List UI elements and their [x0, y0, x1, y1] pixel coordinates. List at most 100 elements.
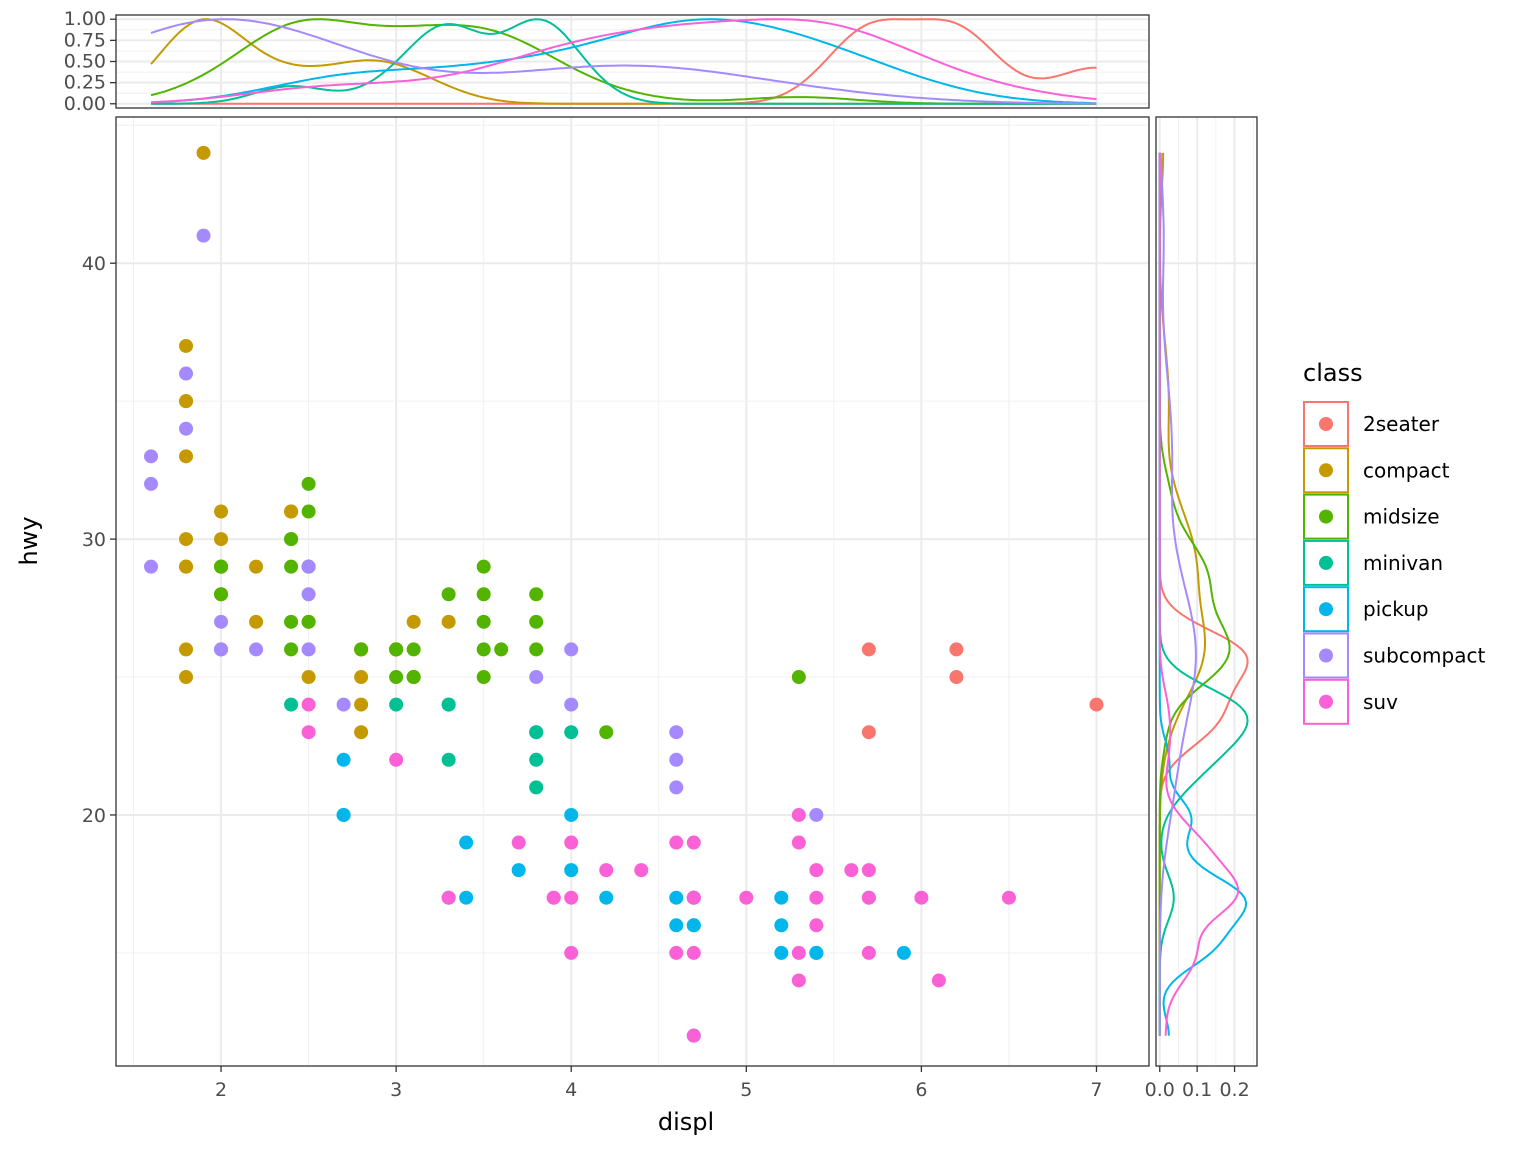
data-point-suv: [861, 945, 876, 960]
data-point-subcompact: [179, 421, 194, 436]
main-gridlines: [116, 117, 1149, 1066]
data-point-suv: [686, 890, 701, 905]
data-point-suv: [564, 835, 579, 850]
data-point-suv: [739, 890, 754, 905]
data-point-subcompact: [529, 670, 544, 685]
right-x-tick-label: 0.2: [1219, 1079, 1249, 1101]
data-point-midsize: [284, 614, 299, 629]
data-point-midsize: [284, 642, 299, 657]
legend-key-dot: [1319, 417, 1333, 431]
data-point-midsize: [301, 504, 316, 519]
data-point-compact: [179, 642, 194, 657]
data-point-subcompact: [809, 807, 824, 822]
y-tick-label: 20: [82, 805, 106, 827]
legend-title: class: [1303, 359, 1363, 387]
data-point-midsize: [529, 587, 544, 602]
data-point-2seater: [861, 642, 876, 657]
data-point-minivan: [529, 752, 544, 767]
legend-label: 2seater: [1363, 412, 1440, 436]
x-axis-title: displ: [658, 1108, 714, 1136]
data-point-midsize: [476, 670, 491, 685]
legend-label: pickup: [1363, 597, 1429, 621]
data-point-midsize: [476, 559, 491, 574]
top-density-suv: [150, 18, 1097, 104]
data-point-compact: [179, 394, 194, 409]
data-point-compact: [214, 532, 229, 547]
data-point-pickup: [599, 890, 614, 905]
data-point-midsize: [284, 532, 299, 547]
data-point-compact: [406, 614, 421, 629]
data-point-compact: [284, 504, 299, 519]
data-point-subcompact: [301, 559, 316, 574]
data-point-2seater: [949, 642, 964, 657]
data-point-suv: [686, 1028, 701, 1043]
data-point-compact: [214, 504, 229, 519]
data-point-pickup: [669, 890, 684, 905]
scatter-points: [144, 145, 1104, 1043]
data-point-minivan: [389, 697, 404, 712]
data-point-midsize: [529, 642, 544, 657]
right-density-midsize: [1158, 152, 1231, 1036]
data-point-midsize: [214, 559, 229, 574]
data-point-compact: [179, 532, 194, 547]
legend-key-dot: [1319, 555, 1333, 570]
series-subcompact: [144, 228, 824, 822]
data-point-subcompact: [144, 559, 159, 574]
data-point-minivan: [529, 725, 544, 740]
legend-key-dot: [1319, 648, 1333, 663]
data-point-suv: [861, 863, 876, 878]
top-y-tick-label: 1.00: [64, 8, 106, 30]
data-point-subcompact: [669, 752, 684, 767]
series-suv: [301, 697, 1016, 1043]
data-point-subcompact: [564, 697, 579, 712]
legend-label: suv: [1363, 690, 1398, 714]
data-point-pickup: [896, 945, 911, 960]
right-x-tick-label: 0.0: [1145, 1079, 1175, 1101]
data-point-midsize: [389, 670, 404, 685]
data-point-midsize: [476, 642, 491, 657]
data-point-midsize: [214, 587, 229, 602]
data-point-subcompact: [301, 587, 316, 602]
data-point-midsize: [284, 559, 299, 574]
data-point-minivan: [284, 697, 299, 712]
data-point-compact: [441, 614, 456, 629]
y-tick-label: 30: [82, 529, 106, 551]
x-tick-label: 4: [565, 1079, 577, 1101]
data-point-2seater: [949, 670, 964, 685]
data-point-2seater: [861, 725, 876, 740]
data-point-pickup: [669, 918, 684, 933]
series-2seater: [861, 642, 1104, 740]
data-point-pickup: [511, 863, 526, 878]
data-point-suv: [844, 863, 859, 878]
data-point-suv: [1001, 890, 1016, 905]
right-x-tick-label: 0.1: [1182, 1079, 1212, 1101]
data-point-minivan: [564, 725, 579, 740]
legend-item-compact: compact: [1303, 447, 1450, 494]
x-tick-label: 5: [740, 1079, 752, 1101]
x-tick-label: 6: [915, 1079, 927, 1101]
data-point-subcompact: [301, 642, 316, 657]
legend-label: midsize: [1363, 505, 1440, 529]
data-point-suv: [809, 918, 824, 933]
data-point-midsize: [529, 614, 544, 629]
data-point-midsize: [389, 642, 404, 657]
legend-key-dot: [1319, 694, 1333, 709]
data-point-subcompact: [669, 725, 684, 740]
data-point-pickup: [809, 945, 824, 960]
data-point-subcompact: [214, 614, 229, 629]
data-point-pickup: [564, 863, 579, 878]
legend-item-suv: suv: [1303, 678, 1398, 725]
data-point-compact: [179, 670, 194, 685]
top-y-tick-label: 0.25: [64, 72, 106, 94]
top-marginal-density-panel: 0.000.250.500.751.00: [64, 8, 1150, 115]
series-minivan: [284, 697, 579, 905]
data-point-suv: [861, 890, 876, 905]
top-gridlines: [116, 15, 1149, 108]
data-point-suv: [511, 835, 526, 850]
top-density-curves: [150, 18, 1097, 105]
right-density-suv: [1158, 152, 1240, 1036]
right-marginal-density-panel: 0.0 0.1 0.2: [1145, 116, 1258, 1101]
legend-item-2seater: 2seater: [1303, 401, 1440, 447]
data-point-subcompact: [564, 642, 579, 657]
